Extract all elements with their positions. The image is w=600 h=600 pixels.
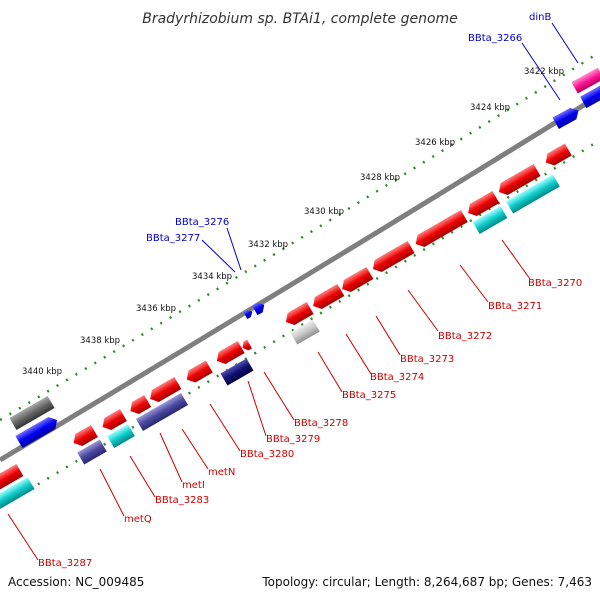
gene-cyan[interactable] xyxy=(506,174,560,214)
gene-label-BBta_3273[interactable]: BBta_3273 xyxy=(400,354,454,365)
gene-label-BBta_3274[interactable]: BBta_3274 xyxy=(370,372,424,383)
gene-reverse-red[interactable] xyxy=(0,463,24,493)
gene-label-metQ[interactable]: metQ xyxy=(124,514,152,525)
gene-label-BBta_3283[interactable]: BBta_3283 xyxy=(155,495,209,506)
gene-reverse-red[interactable] xyxy=(412,209,468,250)
forward-leader-lines xyxy=(201,22,579,273)
genome-backbone xyxy=(0,92,600,463)
gene-label-metN[interactable]: metN xyxy=(208,467,235,478)
gene-label-BBta_3278[interactable]: BBta_3278 xyxy=(294,418,348,429)
ruler-tick-label: 3428 kbp xyxy=(360,173,400,183)
ruler-tick-label: 3434 kbp xyxy=(192,272,232,282)
ruler-tick-label: 3422 kbp xyxy=(524,67,564,77)
gene-label-BBta_3270[interactable]: BBta_3270 xyxy=(528,278,582,289)
outer-ruler xyxy=(0,50,600,422)
gene-reverse-red[interactable] xyxy=(147,376,182,405)
gene-label-BBta_3276[interactable]: BBta_3276 xyxy=(175,217,229,228)
gene-reverse-red[interactable] xyxy=(310,283,345,312)
ruler-tick-label: 3440 kbp xyxy=(22,367,62,377)
gene-reverse-red[interactable] xyxy=(99,408,127,433)
gene-label-BBta_3287[interactable]: BBta_3287 xyxy=(38,558,92,569)
gene-reverse-red[interactable] xyxy=(495,163,541,198)
gene-dinB[interactable] xyxy=(571,67,600,94)
accession-text: Accession: NC_009485 xyxy=(8,575,144,589)
reverse-leader-lines xyxy=(7,239,531,561)
gene-label-BBta_3279[interactable]: BBta_3279 xyxy=(266,434,320,445)
gene-BBta_3266[interactable] xyxy=(552,105,582,129)
gene-cyan[interactable] xyxy=(472,205,508,235)
gene-reverse-red[interactable] xyxy=(213,340,245,367)
ruler-tick-label: 3438 kbp xyxy=(80,336,120,346)
gene-reverse-red[interactable] xyxy=(369,240,415,275)
gene-metI[interactable] xyxy=(135,392,189,432)
gene-BBta_3276[interactable] xyxy=(252,300,267,316)
gene-forward-blue[interactable] xyxy=(580,85,600,109)
gene-reverse-red[interactable] xyxy=(542,143,572,168)
gene-reverse-red[interactable] xyxy=(240,339,252,353)
genome-stats-text: Topology: circular; Length: 8,264,687 bp… xyxy=(261,575,592,589)
gene-label-BBta_3277[interactable]: BBta_3277 xyxy=(146,233,200,244)
gene-label-BBta_3271[interactable]: BBta_3271 xyxy=(488,301,542,312)
gene-BBta_3280[interactable] xyxy=(220,358,254,386)
gene-reverse-red[interactable] xyxy=(282,301,314,328)
map-title: Bradyrhizobium sp. BTAi1, complete genom… xyxy=(142,11,458,27)
gene-label-BBta_3275[interactable]: BBta_3275 xyxy=(342,390,396,401)
gene-label-BBta_3266[interactable]: BBta_3266 xyxy=(468,33,522,44)
ruler-tick-label: 3430 kbp xyxy=(304,207,344,217)
gene-forward-blue-left[interactable] xyxy=(15,414,60,449)
gene-reverse-red[interactable] xyxy=(339,266,374,295)
gene-reverse-red[interactable] xyxy=(127,394,152,417)
gene-label-BBta_3280[interactable]: BBta_3280 xyxy=(240,449,294,460)
gene-BBta_3277[interactable] xyxy=(243,308,254,319)
inner-ruler xyxy=(0,138,600,509)
gene-label-dinB[interactable]: dinB xyxy=(529,12,551,23)
gene-label-metI[interactable]: metI xyxy=(182,480,205,491)
gene-BBta_3283[interactable] xyxy=(107,423,135,449)
ruler-tick-label: 3424 kbp xyxy=(470,103,510,113)
ruler-tick-label: 3426 kbp xyxy=(415,138,455,148)
gene-reverse-red[interactable] xyxy=(183,360,213,385)
gene-reverse-red[interactable] xyxy=(70,424,98,449)
gene-reverse-red[interactable] xyxy=(465,190,500,219)
gene-label-BBta_3272[interactable]: BBta_3272 xyxy=(438,331,492,342)
gene-BBta_3287[interactable] xyxy=(0,476,35,512)
ruler-tick-label: 3436 kbp xyxy=(136,304,176,314)
gene-forward-gray[interactable] xyxy=(9,395,55,431)
gene-metQ[interactable] xyxy=(77,439,107,465)
gene-BBta_3275[interactable] xyxy=(290,319,320,345)
ruler-tick-label: 3432 kbp xyxy=(248,240,288,250)
